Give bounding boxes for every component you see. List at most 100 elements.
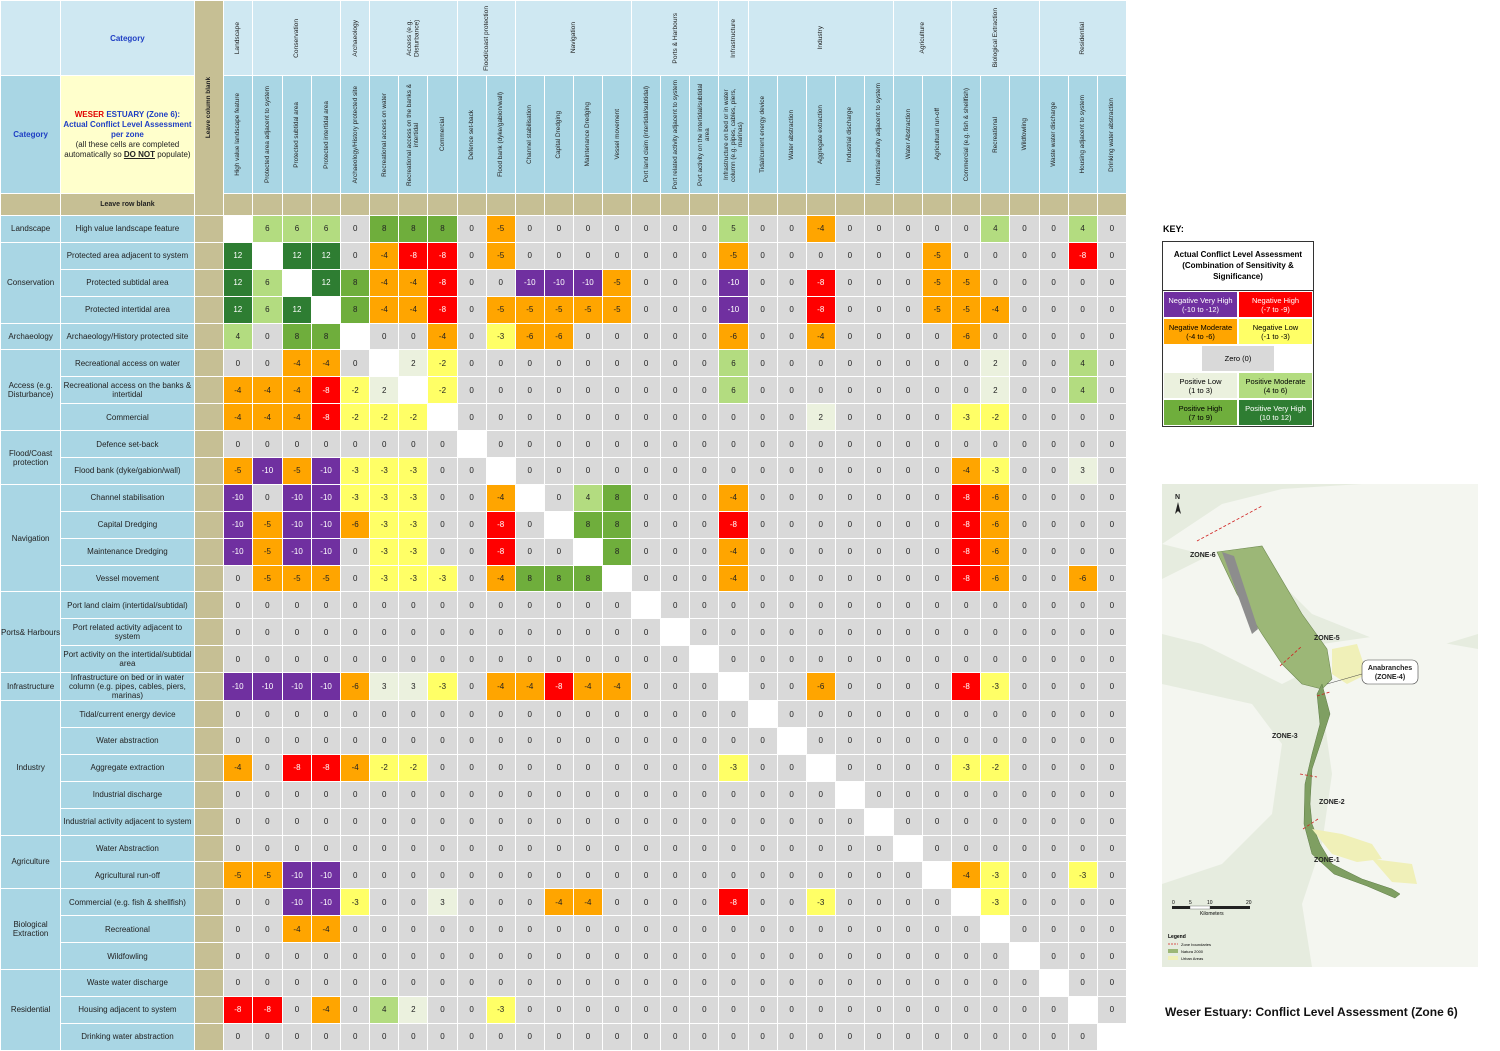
matrix-cell: 0	[398, 942, 429, 971]
matrix-cell: 0	[660, 376, 691, 405]
matrix-cell: -10	[281, 510, 313, 539]
matrix-cell: 0	[1096, 753, 1128, 782]
matrix-cell: 0	[601, 457, 633, 485]
matrix-cell: 0	[747, 753, 778, 782]
matrix-cell: 4	[1067, 349, 1098, 378]
matrix-cell: 0	[747, 888, 778, 917]
matrix-cell: 0	[834, 915, 865, 944]
matrix-cell: 0	[805, 861, 836, 890]
matrix-cell: -10	[222, 483, 253, 512]
matrix-cell: 0	[747, 241, 778, 270]
matrix-cell: 0	[834, 376, 865, 405]
column-header-label: Flood bank (dyke/gabion/wall)	[497, 92, 505, 177]
matrix-cell: -10	[718, 295, 749, 324]
matrix-cell: 0	[1096, 969, 1128, 997]
matrix-cell: -10	[222, 537, 253, 566]
row-label: Infrastructure on bed or in water column…	[60, 672, 195, 702]
matrix-cell: 0	[1096, 861, 1128, 890]
matrix-cell: 0	[427, 430, 458, 459]
key-zero	[1163, 345, 1201, 373]
matrix-cell: 0	[922, 807, 953, 836]
matrix-cell: -6	[340, 672, 371, 702]
matrix-cell: 0	[369, 700, 400, 729]
matrix-cell: 12	[281, 241, 313, 270]
matrix-cell: 0	[572, 915, 604, 944]
matrix-cell: 0	[980, 618, 1011, 647]
column-header-label: Recreational access on water	[380, 92, 388, 177]
matrix-cell: 0	[572, 969, 604, 997]
column-group-label: Residential	[1079, 21, 1087, 55]
matrix-cell: 0	[922, 510, 953, 539]
matrix-cell: 0	[251, 834, 283, 863]
matrix-cell: 0	[893, 591, 924, 620]
matrix-cell: 5	[718, 215, 749, 243]
matrix-cell: 0	[718, 995, 749, 1024]
matrix-cell: 0	[1038, 861, 1069, 890]
matrix-cell: -2	[369, 753, 400, 782]
matrix-cell: 0	[689, 403, 720, 432]
matrix-cell: -6	[514, 322, 545, 351]
matrix-cell: 0	[1009, 483, 1040, 512]
matrix-cell: -5	[601, 295, 633, 324]
matrix-cell: 0	[747, 322, 778, 351]
matrix-cell: 12	[222, 295, 253, 324]
category-header: Category	[60, 0, 195, 76]
matrix-cell: -6	[340, 510, 371, 539]
matrix-cell	[660, 618, 691, 647]
matrix-cell: 0	[660, 915, 691, 944]
matrix-cell: 0	[311, 430, 342, 459]
row-label: Wildfowling	[60, 942, 195, 971]
matrix-cell: 0	[689, 618, 720, 647]
leave-row-blank-cell	[805, 193, 836, 216]
matrix-cell: 0	[398, 700, 429, 729]
column-header-label: Industrial activity adjacent to system	[875, 83, 883, 186]
matrix-cell: 0	[631, 349, 662, 378]
matrix-cell: 0	[1096, 241, 1128, 270]
matrix-cell: 0	[543, 537, 574, 566]
matrix-cell: 0	[251, 700, 283, 729]
leave-row-blank-cell	[572, 193, 604, 216]
matrix-cell	[543, 510, 574, 539]
column-group-header: Flood/coast protection	[456, 0, 516, 76]
matrix-cell: 0	[1067, 591, 1098, 620]
matrix-cell: 0	[456, 510, 487, 539]
row-label: Recreational access on water	[60, 349, 195, 378]
leave-column-blank-cell	[193, 564, 224, 593]
matrix-cell: 0	[834, 672, 865, 702]
matrix-cell: 0	[980, 268, 1011, 297]
matrix-cell: 0	[631, 537, 662, 566]
zone-1-label: ZONE-1	[1314, 857, 1340, 864]
matrix-cell: 0	[631, 322, 662, 351]
leave-row-blank-cell	[398, 193, 429, 216]
matrix-cell: 0	[863, 483, 895, 512]
matrix-cell: 0	[222, 780, 253, 809]
instructions-note-post: populate)	[154, 149, 191, 159]
leave-column-blank-cell	[193, 349, 224, 378]
column-group-header: Agriculture	[893, 0, 953, 76]
leave-row-blank-cell	[1009, 193, 1040, 216]
matrix-cell: 0	[893, 807, 924, 836]
row-group-label: Archaeology	[0, 322, 62, 351]
matrix-cell: 0	[718, 969, 749, 997]
matrix-cell: -5	[251, 537, 283, 566]
matrix-cell: 0	[805, 915, 836, 944]
matrix-cell: 0	[1038, 888, 1069, 917]
matrix-cell: 0	[1096, 727, 1128, 755]
matrix-cell: 0	[834, 268, 865, 297]
matrix-cell: 4	[369, 995, 400, 1024]
zone-6-label: ZONE-6	[1190, 552, 1216, 559]
matrix-cell: 0	[689, 349, 720, 378]
matrix-cell: 0	[893, 564, 924, 593]
matrix-cell: 0	[456, 727, 487, 755]
matrix-cell: 0	[834, 995, 865, 1024]
matrix-cell: -5	[485, 215, 516, 243]
matrix-cell: 0	[893, 376, 924, 405]
matrix-cell: 0	[951, 700, 982, 729]
matrix-cell: 0	[689, 430, 720, 459]
matrix-cell: 0	[1009, 403, 1040, 432]
matrix-cell: 0	[514, 1022, 545, 1051]
matrix-cell: 0	[398, 430, 429, 459]
matrix-cell: 0	[863, 241, 895, 270]
column-header-label: Aggregate extraction	[817, 105, 825, 164]
matrix-cell: 0	[251, 322, 283, 351]
